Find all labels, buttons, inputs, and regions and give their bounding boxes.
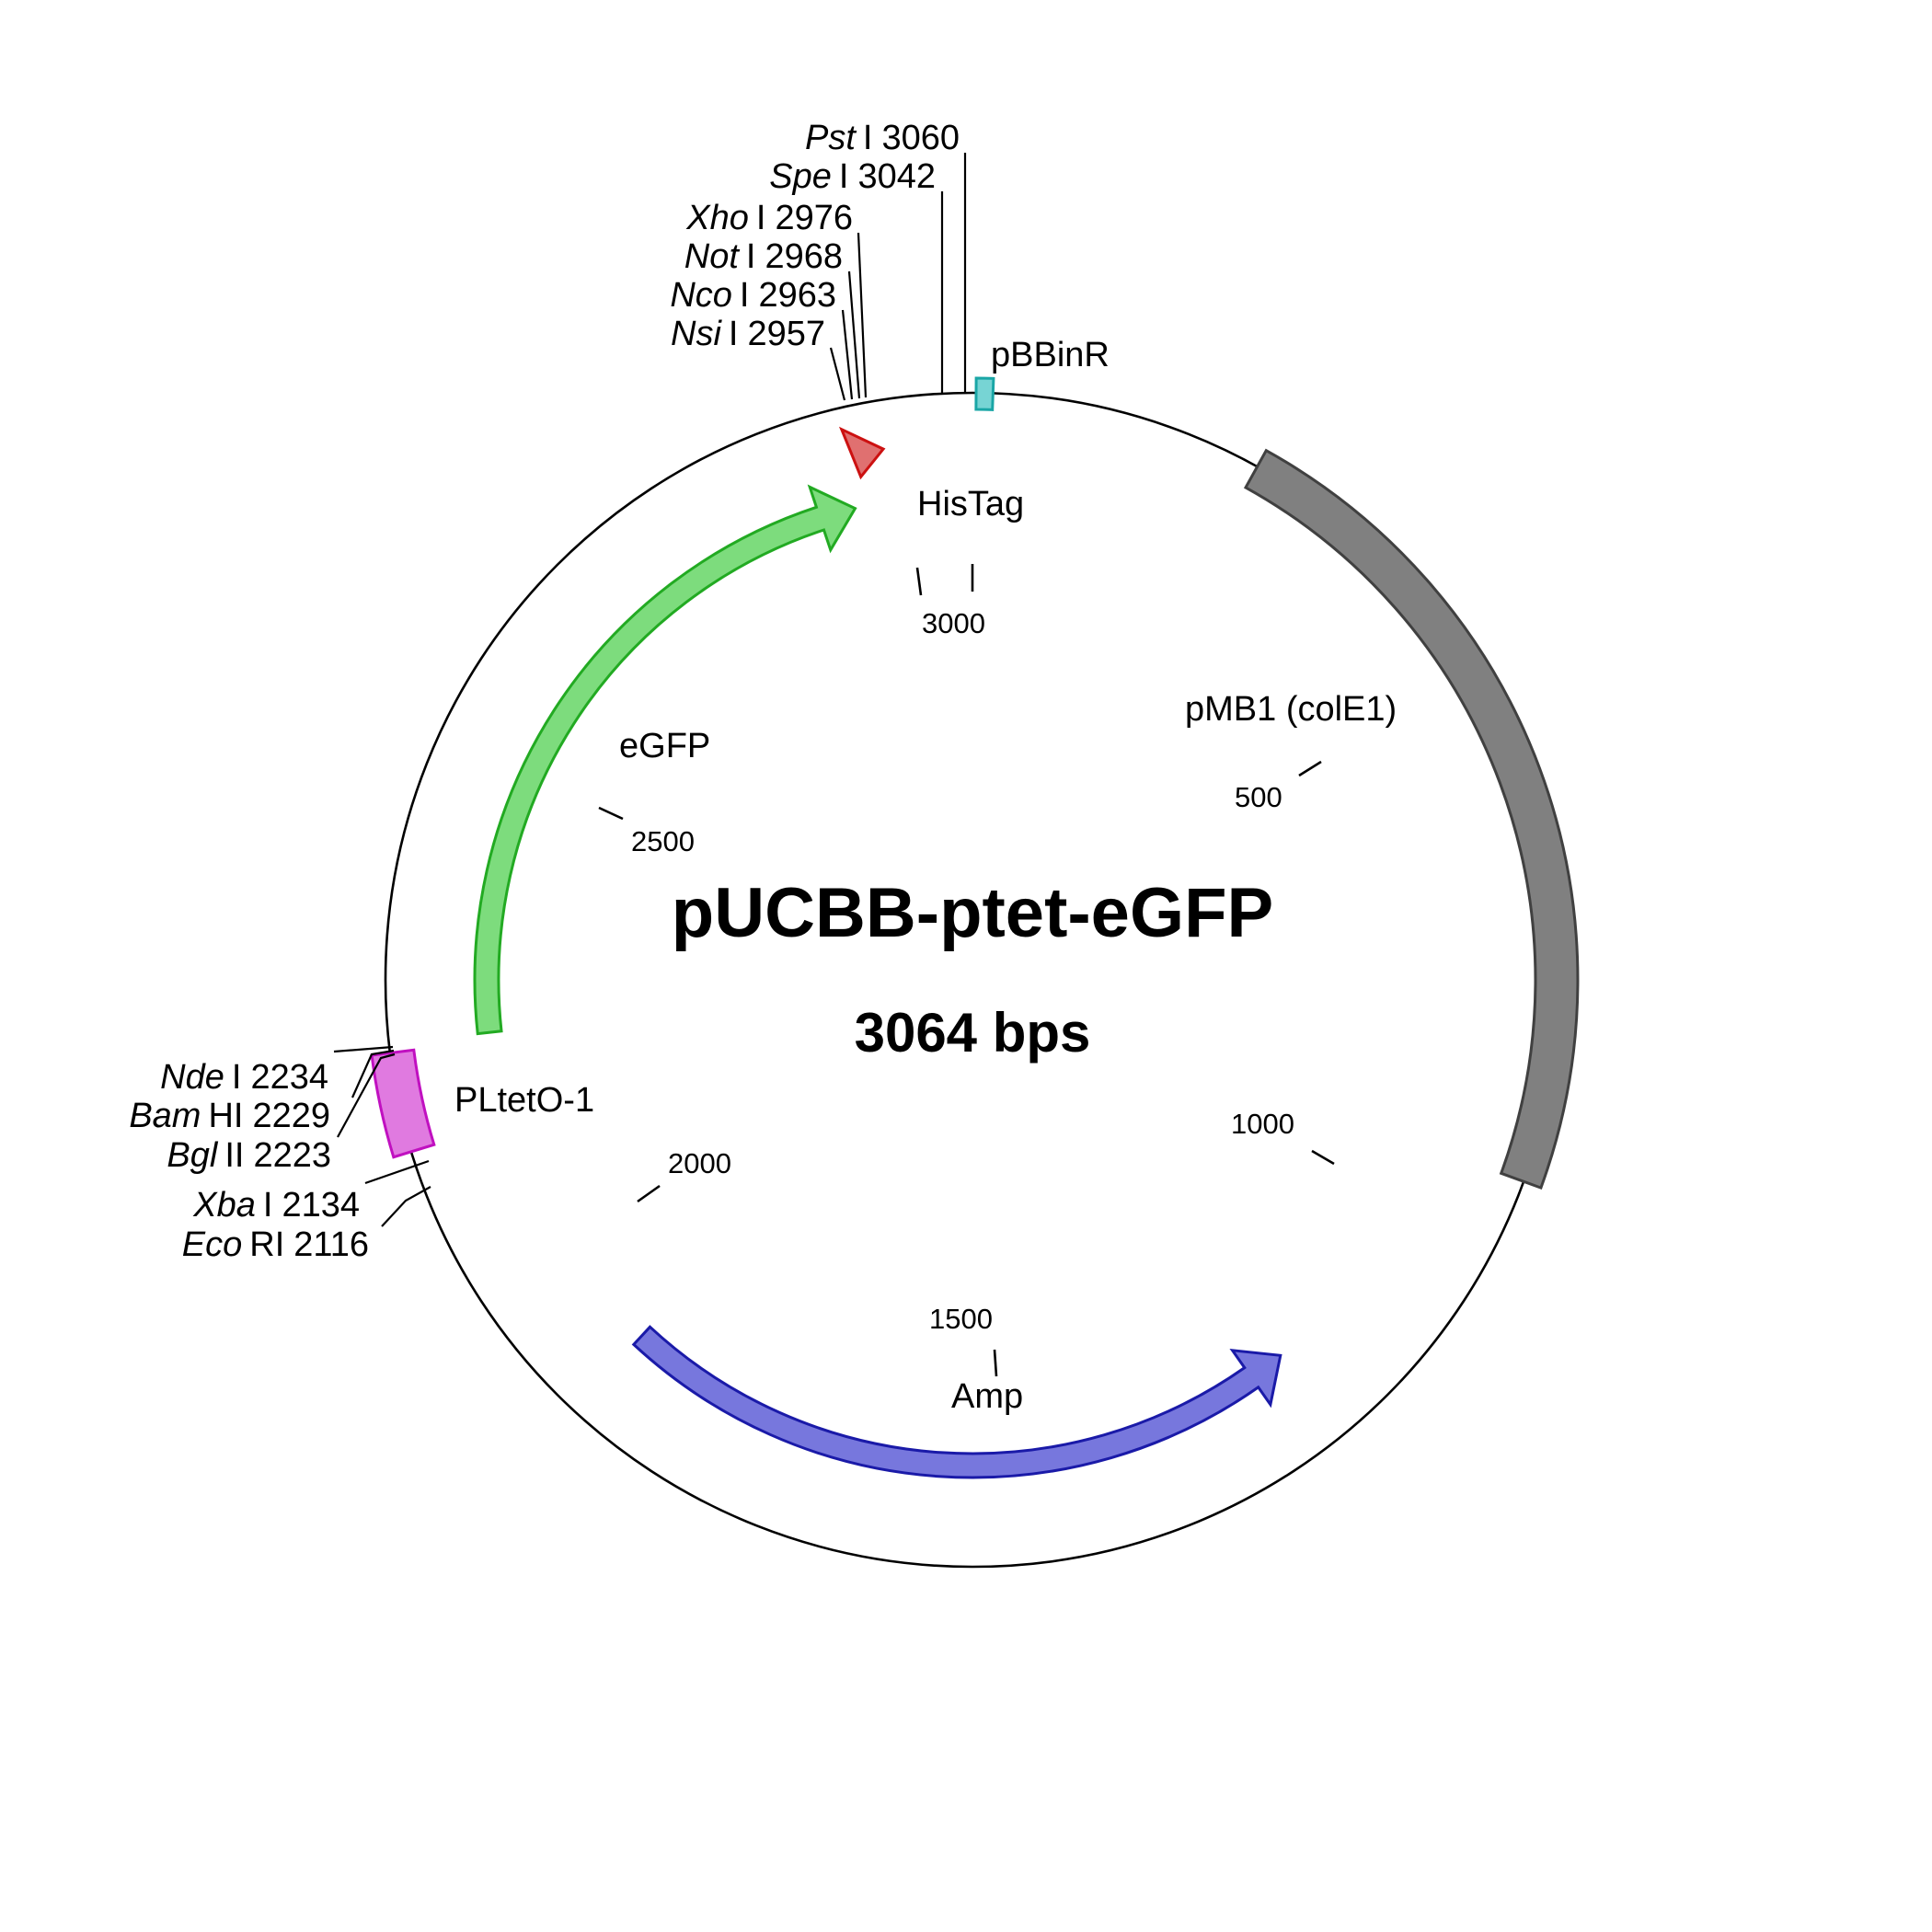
feature-histag-shape bbox=[838, 426, 886, 480]
site-label-ecori: Eco RI 2116 bbox=[182, 1225, 369, 1264]
feature-label-pbbinr: pBBinR bbox=[991, 336, 1110, 374]
site-label-nsii: Nsi I 2957 bbox=[671, 315, 825, 353]
site-label-bglii: Bgl II 2223 bbox=[167, 1136, 331, 1175]
site-label-ncoi: Nco I 2963 bbox=[670, 276, 836, 315]
feature-label-amp: Amp bbox=[951, 1377, 1023, 1416]
leader-ndei bbox=[333, 1045, 394, 1053]
feature-pltet-shape bbox=[370, 1048, 436, 1159]
tick-label-2000: 2000 bbox=[668, 1147, 731, 1179]
leader-noti bbox=[847, 270, 861, 399]
site-position-spei: 3042 bbox=[857, 157, 936, 196]
site-suffix-bglii: II bbox=[224, 1136, 244, 1175]
site-enzyme-bamhi: Bam bbox=[129, 1097, 201, 1135]
site-enzyme-ncoi: Nco bbox=[670, 276, 732, 315]
feature-pbbinr-shape bbox=[974, 376, 995, 411]
site-label-psti: Pst I 3060 bbox=[805, 119, 960, 157]
site-label-xhoi: Xho I 2976 bbox=[685, 199, 853, 237]
tick-label-500: 500 bbox=[1235, 781, 1282, 813]
site-suffix-noti: I bbox=[746, 237, 756, 276]
site-position-noti: 2968 bbox=[765, 237, 843, 276]
site-position-xhoi: 2976 bbox=[775, 199, 853, 237]
tick-mark-2500 bbox=[598, 806, 624, 821]
tick-label-2500: 2500 bbox=[631, 825, 695, 857]
site-position-psti: 3060 bbox=[881, 119, 960, 157]
leader-ecori bbox=[381, 1186, 431, 1227]
tick-mark-1500 bbox=[993, 1349, 998, 1377]
site-enzyme-noti: Not bbox=[684, 237, 741, 276]
site-position-bamhi: 2229 bbox=[252, 1097, 330, 1135]
site-suffix-bamhi: HI bbox=[208, 1097, 243, 1135]
feature-label-pltet: PLtetO-1 bbox=[454, 1081, 594, 1120]
leader-nsii bbox=[829, 347, 846, 401]
site-suffix-nsii: I bbox=[729, 315, 739, 353]
site-suffix-ncoi: I bbox=[740, 276, 750, 315]
site-position-ecori: 2116 bbox=[293, 1225, 369, 1264]
ticks-layer: 500 1000 1500 2000 2500 3000 bbox=[598, 564, 1335, 1377]
site-enzyme-xhoi: Xho bbox=[685, 199, 749, 237]
tick-mark-3000-left bbox=[915, 567, 923, 596]
site-label-xbai: Xba I 2134 bbox=[192, 1186, 360, 1225]
site-enzyme-bglii: Bgl bbox=[167, 1136, 218, 1175]
feature-egfp-shape bbox=[473, 484, 857, 1036]
leader-ncoi bbox=[841, 309, 854, 400]
tick-label-1000: 1000 bbox=[1231, 1108, 1294, 1140]
site-suffix-xbai: I bbox=[263, 1186, 273, 1225]
feature-label-histag: HisTag bbox=[917, 485, 1024, 523]
site-labels: Pst I 3060 Spe I 3042 Xho I 2976 Not I 2968 Nco I… bbox=[129, 119, 960, 1264]
feature-label-colE1: pMB1 (colE1) bbox=[1185, 690, 1397, 729]
site-label-ndei: Nde I 2234 bbox=[160, 1058, 328, 1097]
site-position-nsii: 2957 bbox=[747, 315, 825, 353]
tick-mark-1000 bbox=[1311, 1149, 1335, 1166]
feature-colE1-shape bbox=[1243, 448, 1580, 1190]
tick-mark-2000 bbox=[637, 1184, 661, 1203]
site-suffix-ndei: I bbox=[232, 1058, 242, 1097]
leader-bglii bbox=[337, 1052, 396, 1138]
site-position-xbai: 2134 bbox=[282, 1186, 360, 1225]
site-suffix-psti: I bbox=[863, 119, 873, 157]
feature-labels: pMB1 (colE1) Amp PLtetO-1 eGFP HisTag pB… bbox=[454, 336, 1397, 1416]
site-label-spei: Spe I 3042 bbox=[769, 157, 936, 196]
site-suffix-ecori: RI bbox=[249, 1225, 284, 1264]
leader-bamhi bbox=[351, 1049, 395, 1098]
site-leaders bbox=[333, 153, 967, 1227]
plasmid-title: pUCBB-ptet-eGFP bbox=[672, 874, 1273, 952]
site-position-ndei: 2234 bbox=[250, 1058, 328, 1097]
site-position-ncoi: 2963 bbox=[758, 276, 836, 315]
feature-amp-shape bbox=[631, 1325, 1282, 1479]
feature-label-egfp: eGFP bbox=[619, 727, 710, 765]
features-layer bbox=[370, 376, 1580, 1479]
leader-xbai bbox=[364, 1159, 430, 1185]
tick-mark-500 bbox=[1298, 760, 1322, 777]
site-label-bamhi: Bam HI 2229 bbox=[129, 1097, 330, 1135]
site-suffix-xhoi: I bbox=[756, 199, 766, 237]
site-enzyme-xbai: Xba bbox=[192, 1186, 256, 1225]
site-enzyme-ndei: Nde bbox=[160, 1058, 224, 1097]
site-enzyme-nsii: Nsi bbox=[671, 315, 722, 353]
site-suffix-spei: I bbox=[839, 157, 849, 196]
site-enzyme-ecori: Eco bbox=[182, 1225, 242, 1264]
site-enzyme-spei: Spe bbox=[769, 157, 832, 196]
site-enzyme-psti: Pst bbox=[805, 119, 857, 157]
site-position-bglii: 2223 bbox=[253, 1136, 331, 1175]
tick-label-3000: 3000 bbox=[922, 607, 985, 639]
site-label-noti: Not I 2968 bbox=[684, 237, 843, 276]
leader-xhoi bbox=[857, 232, 868, 398]
tick-label-1500: 1500 bbox=[929, 1303, 993, 1335]
plasmid-size: 3064 bps bbox=[855, 1002, 1091, 1064]
